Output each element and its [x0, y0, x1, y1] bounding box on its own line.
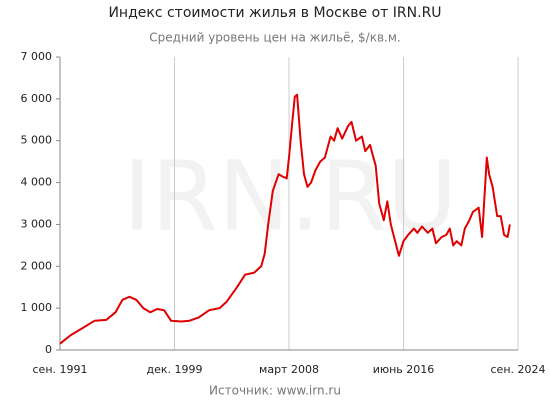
x-tick-label: июнь 2016 [373, 363, 435, 376]
y-tick-label: 1 000 [21, 301, 53, 314]
y-tick-label: 6 000 [21, 92, 53, 105]
y-tick-label: 4 000 [21, 176, 53, 189]
x-tick-label: март 2008 [259, 363, 319, 376]
x-tick-label: сен. 2024 [491, 363, 546, 376]
x-tick-label: сен. 1991 [33, 363, 88, 376]
y-tick-label: 3 000 [21, 217, 53, 230]
y-tick-label: 7 000 [21, 50, 53, 63]
chart-title: Индекс стоимости жилья в Москве от IRN.R… [108, 5, 441, 21]
watermark: IRN.RU [123, 140, 457, 252]
x-tick-label: дек. 1999 [146, 363, 202, 376]
y-tick-label: 2 000 [21, 259, 53, 272]
data-line [59, 93, 511, 345]
y-tick-label: 5 000 [21, 134, 53, 147]
chart-subtitle: Средний уровень цен на жильё, $/кв.м. [149, 31, 400, 45]
source: Источник: www.irn.ru [209, 384, 341, 398]
y-tick-label: 0 [45, 343, 52, 356]
